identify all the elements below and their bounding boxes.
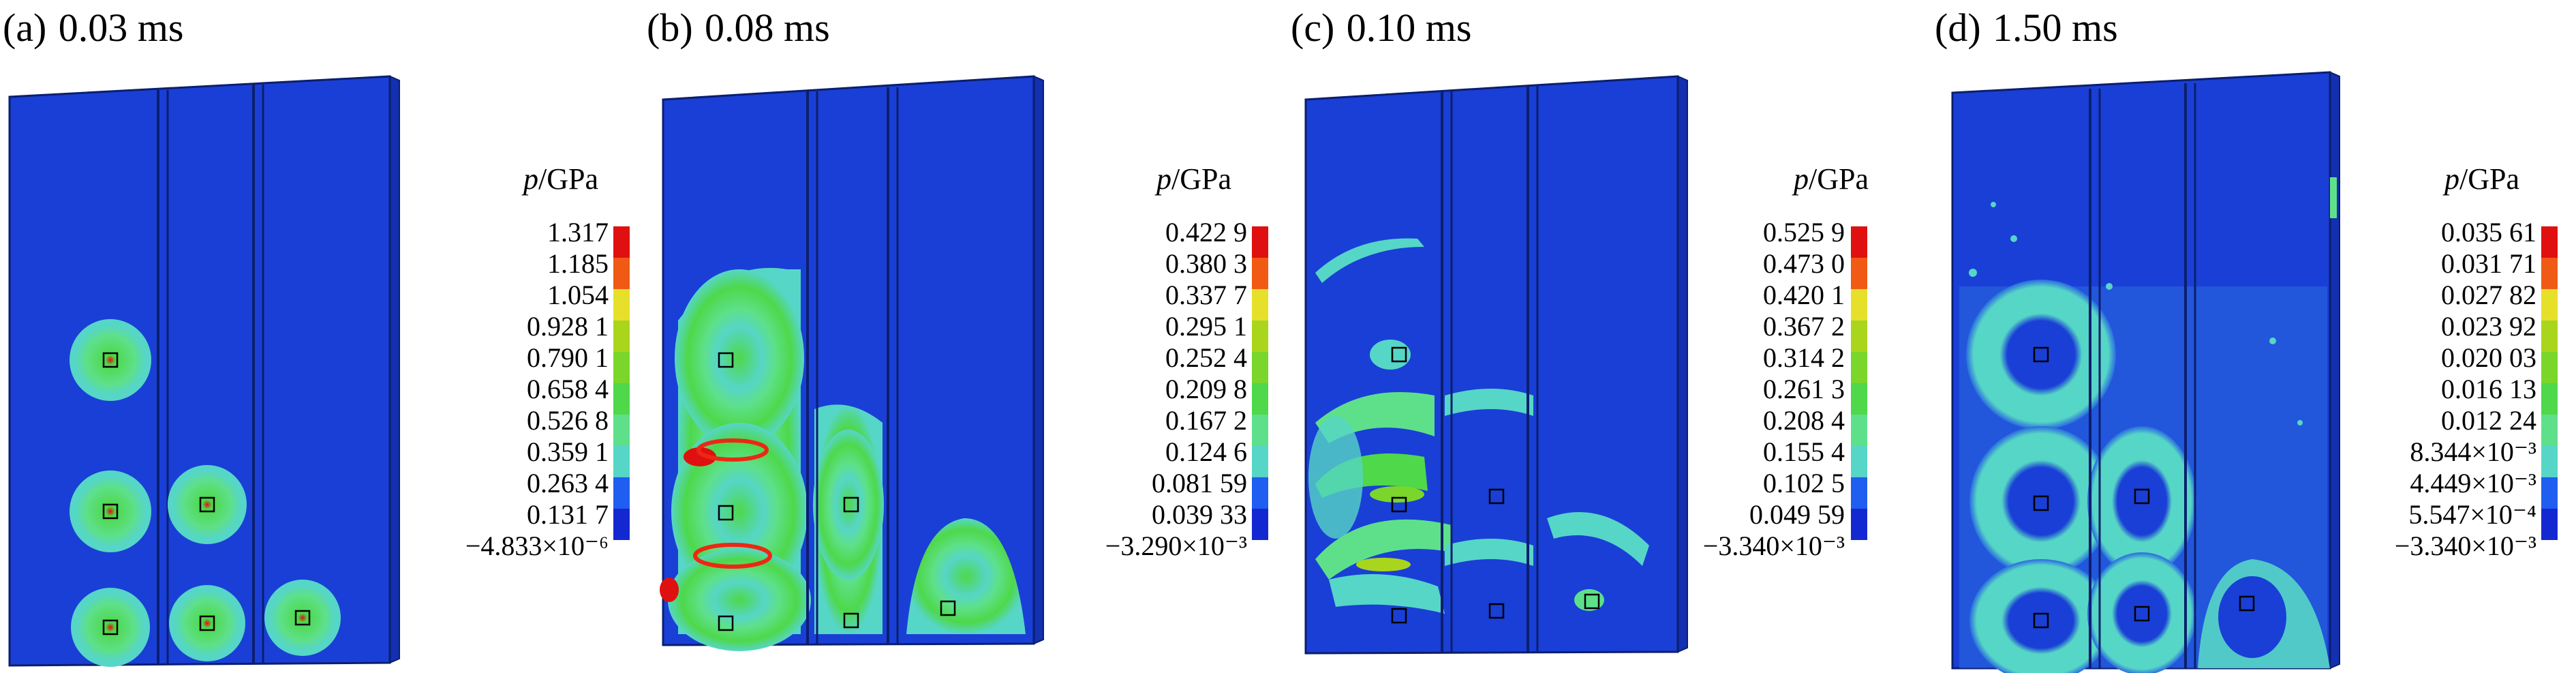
pressure-unit: /GPa — [1809, 162, 1869, 196]
panel-c: (c) 0.10 ms p/GPa — [1288, 0, 1932, 673]
legend-tick-label: 0.252 4 — [1165, 342, 1247, 373]
pressure-wave-fronts — [1308, 238, 1649, 614]
plate-front-face — [1304, 75, 1679, 655]
pressure-contour-plate — [1304, 75, 1688, 655]
plate-side-face — [2329, 71, 2340, 670]
legend-tick-label: 0.035 61 — [2441, 217, 2536, 248]
legend-tick-label: −3.340×10⁻³ — [2394, 530, 2536, 561]
legend-tick-label: 0.023 92 — [2441, 311, 2536, 342]
panel-title: (c) 0.10 ms — [1291, 4, 1484, 52]
legend-tick-label: 0.658 4 — [527, 374, 609, 404]
legend-tick-label: 0.124 6 — [1165, 436, 1247, 467]
legend-tick-labels: 0.035 61 0.031 71 0.027 82 0.023 92 0.02… — [2395, 217, 2536, 562]
legend-tick-label: 0.131 7 — [527, 499, 609, 530]
legend-tick-label: −3.340×10⁻³ — [1702, 530, 1845, 561]
pressure-contour-plate — [660, 75, 1044, 651]
legend-tick-label: 0.526 8 — [527, 405, 609, 436]
legend-tick-label: 0.525 9 — [1763, 217, 1845, 248]
colorbar — [613, 226, 630, 540]
pressure-unit: /GPa — [1171, 162, 1231, 196]
pressure-unit: /GPa — [2459, 162, 2519, 196]
legend-tick-label: 0.295 1 — [1165, 311, 1247, 342]
panel-label: (c) — [1291, 5, 1335, 50]
legend-tick-label: 0.790 1 — [527, 342, 609, 373]
plate-side-face — [1677, 75, 1688, 653]
legend-tick-label: 0.380 3 — [1165, 248, 1247, 279]
charge-markers — [718, 352, 956, 631]
panel-title: (b) 0.08 ms — [647, 4, 842, 52]
legend-tick-label: 0.102 5 — [1763, 468, 1845, 498]
colorbar — [2541, 226, 2558, 540]
pressure-contour-plate — [8, 75, 400, 667]
legend-tick-label: 8.344×10⁻³ — [2410, 436, 2536, 467]
legend-tick-label: 0.359 1 — [527, 436, 609, 467]
plate-side-face — [389, 75, 400, 664]
legend-tick-label: 0.049 59 — [1749, 499, 1845, 530]
legend-tick-label: 0.209 8 — [1165, 374, 1247, 404]
legend-tick-label: 0.167 2 — [1165, 405, 1247, 436]
legend-unit: p/GPa — [2444, 162, 2519, 196]
charge-pressure-spots — [70, 319, 341, 667]
pressure-symbol: p — [1794, 162, 1809, 196]
pressure-symbol: p — [523, 162, 538, 196]
panel-a: (a) 0.03 ms p/GP — [0, 0, 644, 673]
panel-d: (d) 1.50 ms — [1932, 0, 2576, 673]
legend-tick-label: 1.054 — [547, 280, 609, 310]
legend-tick-label: 0.422 9 — [1165, 217, 1247, 248]
legend-unit: p/GPa — [1156, 162, 1231, 196]
legend-tick-label: 0.027 82 — [2441, 280, 2536, 310]
legend-tick-label: 1.185 — [547, 248, 609, 279]
legend-tick-label: 0.263 4 — [527, 468, 609, 498]
panel-title: (d) 1.50 ms — [1935, 4, 2130, 52]
panel-b: (b) 0.08 ms — [644, 0, 1288, 673]
legend-tick-label: 0.314 2 — [1763, 342, 1845, 373]
panel-title: (a) 0.03 ms — [3, 4, 196, 52]
legend-tick-labels: 1.317 1.185 1.054 0.928 1 0.790 1 0.658 … — [465, 217, 609, 562]
legend-tick-label: 5.547×10⁻⁴ — [2408, 499, 2536, 530]
legend-tick-label: 0.020 03 — [2441, 342, 2536, 373]
legend-tick-label: 0.208 4 — [1763, 405, 1845, 436]
panel-time: 0.03 ms — [58, 5, 184, 50]
colorbar — [1252, 226, 1268, 540]
legend-tick-label: 0.039 33 — [1152, 499, 1247, 530]
panel-label: (b) — [647, 5, 693, 50]
panel-time: 0.08 ms — [705, 5, 830, 50]
charge-markers — [102, 352, 311, 635]
pressure-wave-fronts — [1959, 177, 2337, 673]
charge-markers — [1391, 346, 1600, 624]
plate-side-face — [1033, 75, 1044, 645]
legend-tick-label: 0.155 4 — [1763, 436, 1845, 467]
legend-tick-label: 0.261 3 — [1763, 374, 1845, 404]
legend-unit: p/GPa — [1794, 162, 1869, 196]
legend-tick-label: 0.031 71 — [2441, 248, 2536, 279]
legend-tick-label: 0.367 2 — [1763, 311, 1845, 342]
pressure-contour-plate — [1951, 71, 2340, 673]
legend-tick-label: 0.012 24 — [2441, 405, 2536, 436]
panel-label: (d) — [1935, 5, 1981, 50]
pressure-wave-fronts — [660, 267, 1026, 651]
pressure-symbol: p — [1156, 162, 1171, 196]
colorbar — [1851, 226, 1867, 540]
legend-tick-labels: 0.422 9 0.380 3 0.337 7 0.295 1 0.252 4 … — [1105, 217, 1247, 562]
panel-time: 0.10 ms — [1346, 5, 1472, 50]
plate-front-face — [8, 75, 391, 667]
legend-tick-label: 0.420 1 — [1763, 280, 1845, 310]
legend-unit: p/GPa — [523, 162, 598, 196]
charge-markers — [2033, 346, 2255, 629]
legend-tick-label: −4.833×10⁻⁶ — [465, 530, 609, 561]
panel-time: 1.50 ms — [1993, 5, 2118, 50]
legend-tick-label: 0.473 0 — [1763, 248, 1845, 279]
legend-tick-labels: 0.525 9 0.473 0 0.420 1 0.367 2 0.314 2 … — [1703, 217, 1845, 562]
pressure-symbol: p — [2444, 162, 2459, 196]
legend-tick-label: 0.928 1 — [527, 311, 609, 342]
legend-tick-label: 0.081 59 — [1152, 468, 1247, 498]
pressure-unit: /GPa — [538, 162, 598, 196]
legend-tick-label: 1.317 — [547, 217, 609, 248]
legend-tick-label: 4.449×10⁻³ — [2410, 468, 2536, 498]
panel-label: (a) — [3, 5, 47, 50]
legend-tick-label: −3.290×10⁻³ — [1105, 530, 1247, 561]
legend-tick-label: 0.016 13 — [2441, 374, 2536, 404]
legend-tick-label: 0.337 7 — [1165, 280, 1247, 310]
